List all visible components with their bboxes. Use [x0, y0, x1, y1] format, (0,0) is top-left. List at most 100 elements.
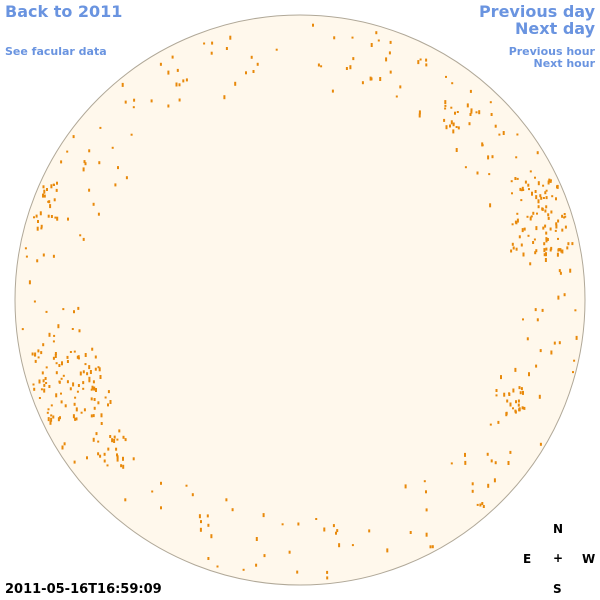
facula — [73, 460, 76, 464]
facula — [62, 308, 65, 311]
facula — [557, 295, 560, 300]
facula — [559, 271, 562, 275]
previous-hour-link[interactable]: Previous hour — [508, 45, 595, 58]
facula — [125, 176, 128, 180]
facula — [550, 246, 553, 250]
facula — [537, 199, 540, 204]
facula — [520, 189, 523, 192]
facula — [31, 352, 34, 356]
facula — [74, 396, 77, 399]
facula — [95, 432, 98, 436]
facula — [544, 209, 547, 213]
facular-data-link[interactable]: See facular data — [5, 45, 107, 58]
facula — [544, 258, 547, 262]
facula — [454, 111, 456, 115]
facula — [445, 125, 448, 130]
facula — [558, 269, 561, 273]
compass-north: N — [553, 522, 564, 536]
facula — [535, 195, 538, 200]
facula — [369, 76, 372, 81]
facula — [521, 406, 524, 410]
facula — [333, 36, 336, 40]
facula — [255, 537, 258, 541]
facula — [456, 111, 459, 113]
facula — [211, 41, 214, 45]
facula — [516, 218, 519, 223]
facula — [538, 394, 541, 399]
facula — [443, 118, 446, 122]
facula — [62, 374, 65, 377]
facula — [502, 131, 505, 135]
facula — [519, 187, 522, 191]
facula — [539, 349, 542, 353]
facula — [317, 63, 320, 67]
facula — [52, 254, 55, 258]
facula — [455, 126, 458, 128]
facula — [88, 149, 91, 153]
facula — [40, 388, 43, 391]
facula — [52, 340, 55, 343]
facula — [97, 401, 100, 405]
facula — [521, 228, 524, 233]
facula — [370, 43, 373, 47]
compass-east: E — [523, 552, 532, 566]
facula — [25, 255, 28, 258]
facula — [185, 484, 188, 487]
facula — [375, 31, 378, 35]
facula — [544, 224, 547, 228]
facula — [469, 89, 472, 93]
facula — [115, 447, 118, 451]
next-day-link[interactable]: Next day — [515, 19, 595, 38]
facula — [124, 498, 127, 502]
facula — [118, 429, 121, 433]
facula — [509, 402, 512, 407]
facula — [114, 183, 117, 187]
facula — [151, 490, 154, 493]
facula — [32, 383, 35, 386]
facula — [47, 214, 50, 218]
facula — [296, 570, 299, 574]
facula — [539, 442, 542, 446]
facula — [388, 51, 391, 55]
facula — [76, 390, 79, 393]
facula — [80, 411, 83, 414]
facula — [535, 364, 538, 368]
facula — [545, 247, 548, 251]
facula — [281, 523, 284, 526]
facula — [543, 253, 546, 257]
facula — [550, 350, 553, 355]
facula — [56, 181, 58, 185]
facula — [444, 100, 447, 105]
facula — [419, 58, 422, 61]
facula — [45, 366, 48, 369]
facula — [63, 442, 66, 446]
facula — [109, 400, 112, 404]
facula — [82, 381, 85, 385]
facula — [452, 129, 455, 134]
facula — [487, 155, 490, 160]
facula — [417, 60, 420, 65]
facula — [33, 387, 36, 391]
facula — [74, 417, 77, 421]
back-link[interactable]: Back to 2011 — [5, 2, 123, 21]
facula — [198, 514, 201, 519]
facula — [542, 226, 545, 230]
facula — [517, 403, 520, 407]
facula — [522, 318, 524, 321]
facula — [558, 341, 561, 345]
facula — [490, 113, 493, 116]
facula — [48, 332, 51, 337]
previous-day-link[interactable]: Previous day — [478, 2, 595, 21]
facula — [338, 543, 341, 548]
facula — [99, 454, 102, 458]
facula — [252, 70, 255, 73]
facula — [47, 408, 50, 411]
facula — [542, 184, 545, 187]
facula — [377, 39, 380, 42]
next-hour-link[interactable]: Next hour — [533, 57, 596, 70]
facula — [49, 204, 52, 209]
facula — [546, 238, 549, 241]
facula — [539, 194, 542, 198]
facula — [527, 234, 530, 237]
